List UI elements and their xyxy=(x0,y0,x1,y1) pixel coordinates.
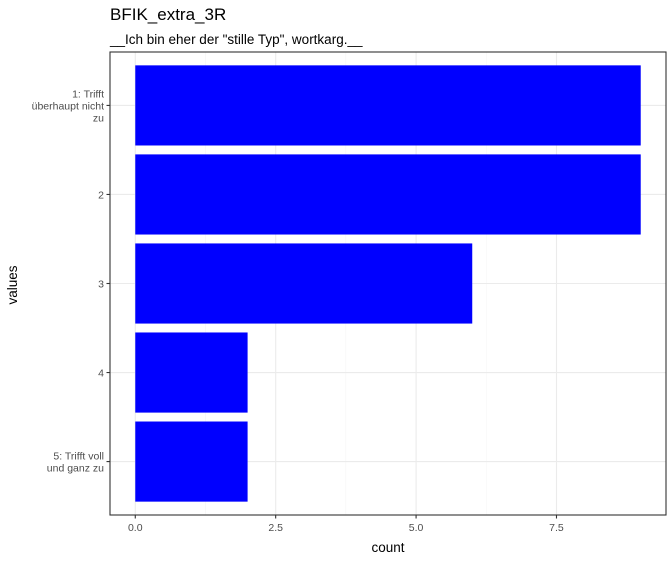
y-tick-label-line: 3 xyxy=(98,279,104,291)
bars xyxy=(135,65,641,502)
y-tick-label: 1: Trifft überhaupt nicht zu xyxy=(32,88,105,124)
y-tick-label: 2 xyxy=(98,189,104,201)
bar xyxy=(135,243,473,324)
bar xyxy=(135,154,641,235)
y-tick-label: 4 xyxy=(98,368,104,380)
x-axis-title: count xyxy=(371,540,404,555)
y-tick-label-line: 1: Trifft xyxy=(72,88,104,100)
chart-subtitle: __Ich bin eher der "stille Typ", wortkar… xyxy=(109,32,363,47)
y-tick-label-line: überhaupt nicht xyxy=(32,100,104,112)
bar xyxy=(135,332,248,413)
y-axis: 1: Trifft überhaupt nicht zu 2 3 4 5: Trifft v… xyxy=(32,88,110,475)
y-tick-label-line: und ganz zu xyxy=(47,463,104,475)
y-tick-label-line: zu xyxy=(93,112,104,124)
y-tick-label-line: 5: Trifft voll xyxy=(53,451,104,463)
chart-title: BFIK_extra_3R xyxy=(110,5,226,24)
y-tick-label-line: 2 xyxy=(98,189,104,201)
bar xyxy=(135,65,641,146)
x-axis: 0.0 2.5 5.0 7.5 xyxy=(128,515,564,534)
x-tick-label: 0.0 xyxy=(128,522,143,534)
bar xyxy=(135,421,248,502)
y-tick-label: 3 xyxy=(98,279,104,291)
y-axis-title: values xyxy=(5,265,20,304)
y-tick-label-line: 4 xyxy=(98,368,104,380)
y-tick-label: 5: Trifft voll und ganz zu xyxy=(47,451,104,475)
x-tick-label: 2.5 xyxy=(268,522,283,534)
x-tick-label: 7.5 xyxy=(549,522,564,534)
x-tick-label: 5.0 xyxy=(409,522,424,534)
